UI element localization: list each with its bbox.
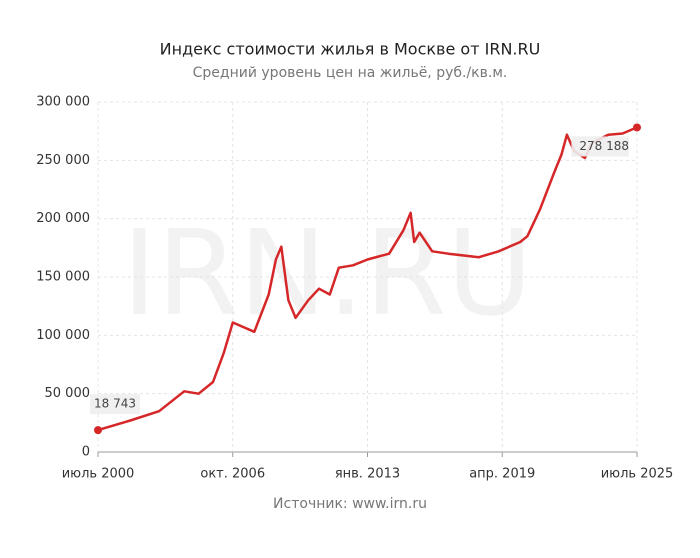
line <box>97 126 638 432</box>
data-label-bg <box>571 136 629 157</box>
source: Источник: www.irn.ru <box>273 496 427 512</box>
point <box>633 123 641 132</box>
watermark: IRN.RU <box>122 204 533 342</box>
data-label: 18 743 <box>90 394 140 415</box>
y-tick-label: 150 000 <box>36 270 90 285</box>
data-label-text: 18 743 <box>94 397 136 411</box>
x-tick-label: июль 2025 <box>601 467 674 482</box>
y-tick-label: 200 000 <box>36 211 90 226</box>
x-tick-label: июль 2000 <box>62 467 135 482</box>
x-tick-label: янв. 2013 <box>335 467 400 482</box>
data-label: 278 188 <box>571 136 629 157</box>
y-tick-label: 300 000 <box>36 95 90 110</box>
chart-subtitle: Средний уровень цен на жильё, руб./кв.м. <box>193 65 508 81</box>
y-tick-label: 0 <box>82 445 90 460</box>
x-tick-label: окт. 2006 <box>200 467 265 482</box>
chart-title: Индекс стоимости жилья в Москве от IRN.R… <box>160 40 541 59</box>
point <box>94 426 102 435</box>
y-tick-label: 50 000 <box>45 386 91 401</box>
data-label-bg <box>90 394 140 415</box>
data-label-text: 278 188 <box>579 139 629 153</box>
x-tick-label: апр. 2019 <box>469 467 535 482</box>
y-tick-label: 250 000 <box>36 153 90 168</box>
y-tick-label: 100 000 <box>36 328 90 343</box>
